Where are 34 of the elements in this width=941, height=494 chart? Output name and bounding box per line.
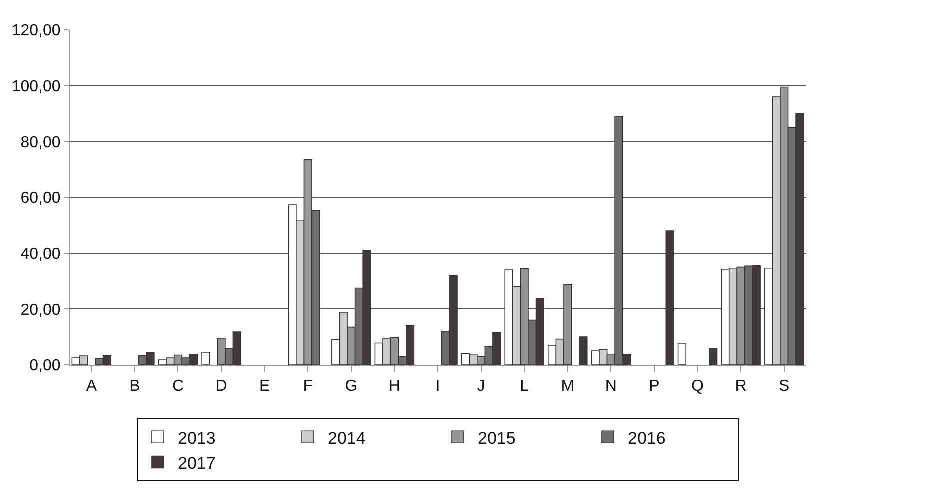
y-tick-label: 0,00: [30, 358, 61, 375]
x-tick-label: A: [86, 378, 98, 396]
y-tick-label: 100,00: [12, 78, 61, 96]
legend-label: 2015: [478, 428, 516, 448]
y-tick-label: 120,00: [12, 22, 61, 40]
x-tick-label: I: [436, 378, 440, 396]
bar: [666, 230, 674, 365]
bar: [579, 336, 588, 365]
x-tick-label: N: [605, 378, 617, 396]
bar: [709, 348, 718, 365]
x-tick-label: E: [259, 378, 270, 396]
bar: [202, 352, 210, 365]
x-tick-label: B: [130, 378, 140, 396]
x-tick-label: D: [216, 378, 228, 396]
x-tick-label: F: [303, 378, 314, 396]
x-tick-label: G: [345, 378, 358, 396]
x-tick-label: C: [172, 378, 184, 396]
x-tick-label: P: [649, 378, 660, 396]
x-tick-label: M: [561, 378, 575, 396]
legend-label: 2014: [328, 428, 366, 448]
bar: [678, 344, 686, 365]
y-tick-label: 80,00: [20, 134, 61, 152]
x-tick-label: Q: [692, 378, 704, 396]
x-tick-label: L: [520, 378, 530, 396]
y-tick-label: 20,00: [20, 302, 61, 319]
x-tick-label: J: [477, 378, 486, 396]
legend-label: 2016: [628, 428, 666, 448]
legend-label: 2013: [178, 428, 216, 448]
x-tick-label: S: [779, 378, 790, 396]
y-tick-label: 40,00: [20, 246, 61, 263]
x-tick-label: H: [388, 378, 400, 396]
legend-label: 2017: [178, 454, 216, 473]
y-tick-label: 60,00: [20, 190, 61, 208]
x-tick-label: R: [735, 378, 747, 396]
